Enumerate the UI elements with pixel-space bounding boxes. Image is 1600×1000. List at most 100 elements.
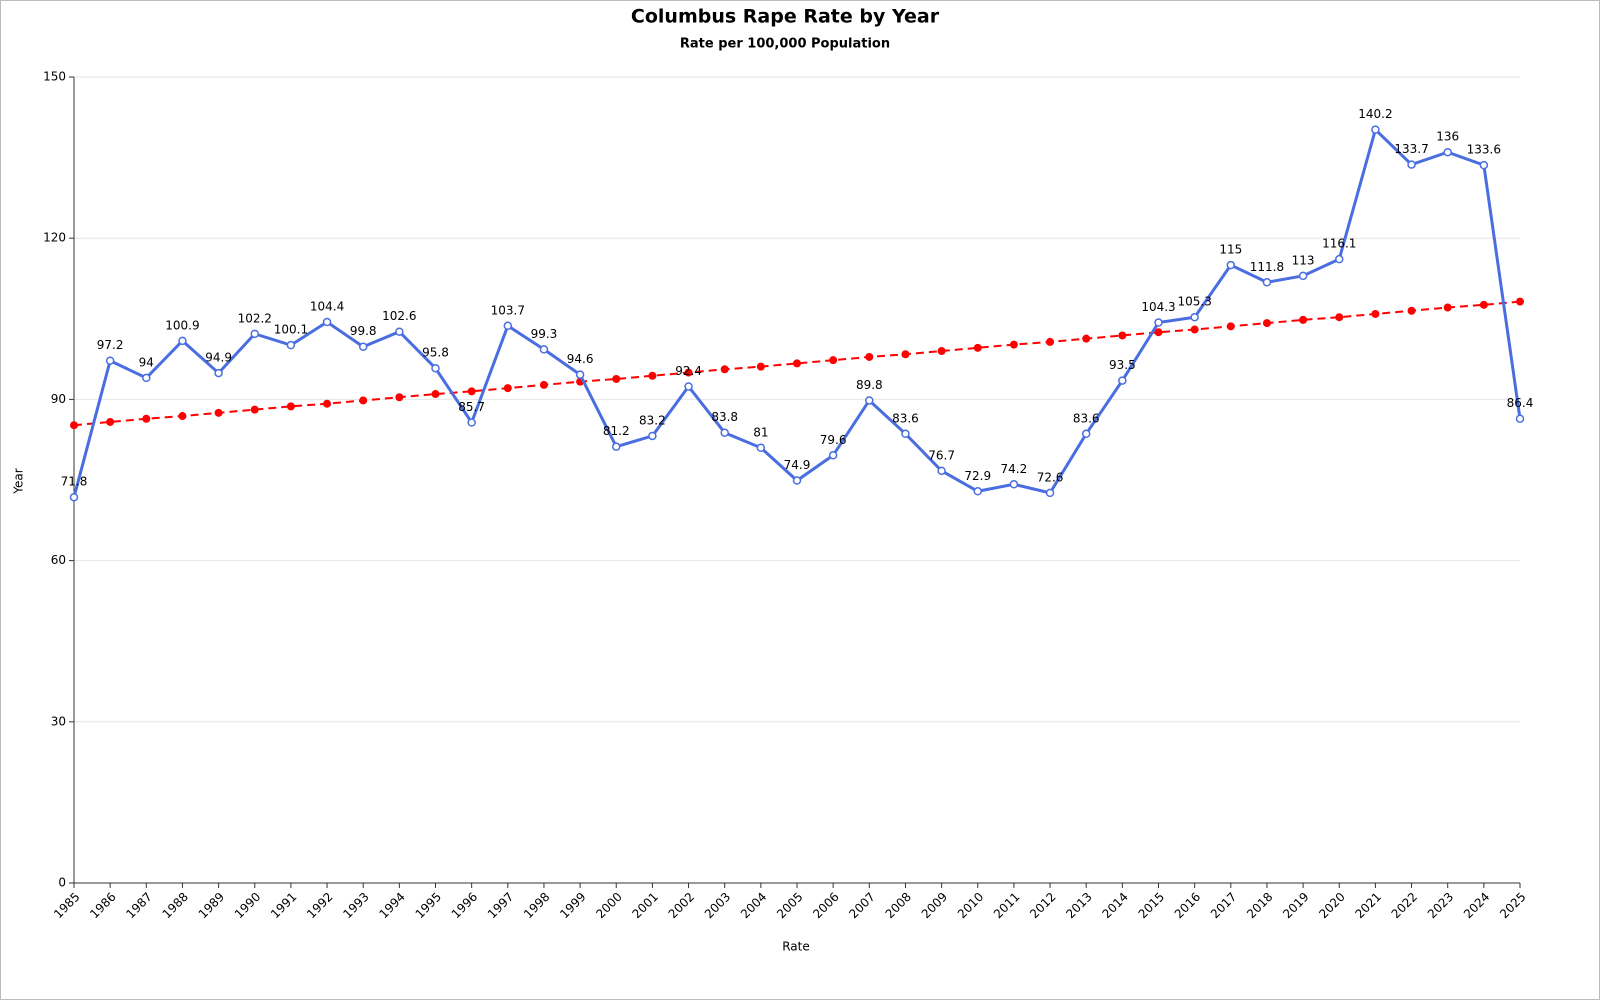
data-point (1515, 414, 1525, 423)
data-point (792, 476, 802, 485)
x-tick-label: 2023 (1425, 890, 1456, 921)
data-label: 111.8 (1250, 260, 1284, 274)
trend-point (1371, 309, 1380, 318)
data-label: 81.2 (603, 424, 630, 438)
x-tick-label: 2021 (1352, 890, 1383, 921)
trend-point (286, 402, 295, 411)
trend-point (865, 352, 874, 361)
data-point (684, 382, 693, 391)
x-tick-label: 2016 (1172, 890, 1203, 921)
data-label: 103.7 (491, 303, 525, 317)
x-tick-label: 2018 (1244, 890, 1275, 921)
x-tick-label: 2008 (883, 890, 914, 921)
x-tick-label: 1991 (268, 890, 299, 921)
data-label: 72.6 (1037, 470, 1064, 484)
trend-point (1262, 319, 1271, 328)
data-point (214, 368, 223, 378)
data-point (973, 487, 982, 496)
trend-point (1335, 313, 1344, 322)
data-point (1045, 488, 1055, 498)
data-point (1190, 312, 1199, 322)
x-tick-label: 1997 (485, 890, 516, 921)
data-label: 85.7 (458, 400, 485, 414)
trend-point (612, 374, 621, 383)
x-tick-label: 2020 (1316, 890, 1347, 921)
data-label: 97.2 (97, 338, 124, 352)
data-point (322, 317, 332, 327)
trend-point (829, 356, 838, 365)
trend-point (901, 350, 910, 359)
x-tick-label: 1993 (340, 890, 371, 921)
data-label: 102.6 (382, 309, 416, 323)
x-tick-label: 2006 (810, 890, 841, 921)
trend-point (1154, 328, 1163, 337)
trend-point (250, 405, 259, 414)
trend-line (73, 300, 1521, 427)
data-label: 92.4 (675, 364, 702, 378)
trend-point (1226, 322, 1235, 331)
data-point (1262, 278, 1272, 287)
y-axis-title: Year (12, 468, 26, 494)
trend-point (1407, 306, 1416, 315)
x-tick-label: 2024 (1461, 890, 1492, 921)
trend-point (467, 387, 476, 396)
trend-point (359, 396, 368, 405)
data-label: 105.3 (1177, 295, 1211, 309)
y-tick-label: 30 (51, 714, 66, 728)
data-label: 79.6 (820, 433, 847, 447)
data-label: 116.1 (1322, 237, 1356, 251)
data-point (612, 442, 621, 451)
trend-point (214, 408, 223, 417)
x-tick-label: 2011 (991, 890, 1022, 921)
trend-point (178, 412, 187, 421)
trend-point (793, 359, 801, 368)
data-label: 140.2 (1358, 107, 1392, 121)
data-label: 99.3 (531, 327, 558, 341)
x-tick-label: 1994 (376, 890, 407, 921)
trend-point (1118, 331, 1127, 340)
chart-subtitle: Rate per 100,000 Population (680, 37, 890, 52)
x-tick-label: 1989 (196, 890, 227, 921)
trend-point (142, 414, 151, 423)
data-point (467, 418, 476, 427)
x-tick-label: 1985 (51, 890, 82, 921)
data-label: 94.9 (205, 351, 232, 365)
trend-point (1009, 340, 1018, 349)
data-label: 115 (1219, 243, 1242, 257)
data-point (1226, 260, 1236, 270)
data-label: 136 (1436, 130, 1459, 144)
data-label: 74.2 (1001, 462, 1028, 476)
x-tick-label: 1990 (232, 890, 263, 921)
data-label: 74.9 (784, 458, 811, 472)
data-label: 86.4 (1507, 396, 1534, 410)
data-point (1081, 429, 1091, 439)
x-tick-label: 2013 (1063, 890, 1094, 921)
data-label: 83.6 (892, 411, 919, 425)
x-tick-label: 2003 (702, 890, 733, 921)
data-point (358, 342, 368, 351)
y-tick-label: 90 (51, 392, 66, 406)
x-tick-label: 2002 (666, 890, 697, 921)
x-tick-label: 1996 (449, 890, 480, 921)
trend-point (1479, 300, 1488, 309)
x-tick-label: 1988 (160, 890, 191, 921)
data-point (901, 429, 910, 439)
x-tick-label: 1999 (557, 890, 588, 921)
trend-point (973, 343, 982, 352)
trend-point (1299, 315, 1308, 324)
data-point (1335, 254, 1344, 264)
x-tick-label: 2009 (919, 890, 950, 921)
data-point (1154, 318, 1163, 327)
data-point (1443, 147, 1452, 157)
x-tick-label: 2025 (1497, 890, 1528, 921)
x-tick-label: 2007 (846, 890, 877, 921)
data-point (756, 443, 766, 453)
data-label: 102.2 (238, 311, 272, 325)
data-point (250, 329, 259, 339)
data-label: 89.8 (856, 378, 883, 392)
x-tick-label: 1986 (87, 890, 118, 921)
data-point (178, 336, 187, 346)
x-tick-label: 1995 (413, 890, 444, 921)
trend-point (70, 421, 78, 430)
data-point (1298, 271, 1308, 281)
